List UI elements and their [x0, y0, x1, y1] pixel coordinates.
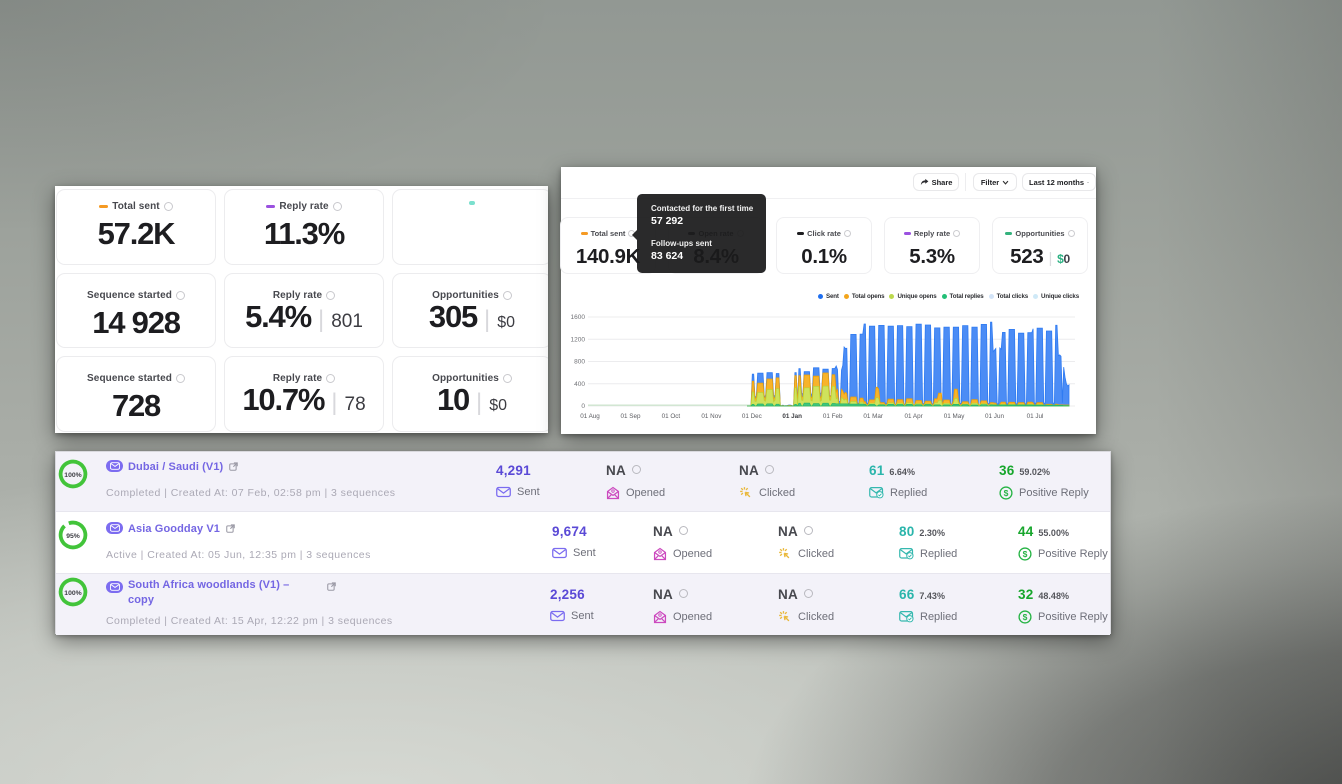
svg-text:$: $ [1023, 549, 1028, 559]
svg-text:01 May: 01 May [944, 413, 966, 420]
svg-text:95%: 95% [66, 533, 80, 540]
svg-text:100%: 100% [64, 472, 81, 479]
svg-text:01 Feb: 01 Feb [823, 413, 843, 420]
svg-text:01 Apr: 01 Apr [904, 413, 922, 420]
svg-text:800: 800 [574, 359, 585, 366]
svg-text:100%: 100% [64, 590, 81, 597]
svg-text:0: 0 [581, 403, 585, 410]
svg-text:01 Sep: 01 Sep [621, 413, 641, 420]
svg-text:$: $ [1004, 488, 1009, 498]
svg-text:01 Jul: 01 Jul [1027, 413, 1044, 420]
svg-text:01 Mar: 01 Mar [863, 413, 883, 420]
svg-text:$: $ [1023, 612, 1028, 622]
svg-text:01 Dec: 01 Dec [742, 413, 762, 420]
svg-text:01 Oct: 01 Oct [662, 413, 681, 420]
svg-text:400: 400 [574, 381, 585, 388]
svg-text:01 Nov: 01 Nov [701, 413, 722, 420]
svg-text:1600: 1600 [571, 314, 586, 321]
svg-text:01 Aug: 01 Aug [580, 413, 600, 420]
svg-text:1200: 1200 [571, 337, 586, 344]
svg-text:01 Jun: 01 Jun [985, 413, 1004, 420]
svg-text:01 Jan: 01 Jan [782, 413, 802, 420]
